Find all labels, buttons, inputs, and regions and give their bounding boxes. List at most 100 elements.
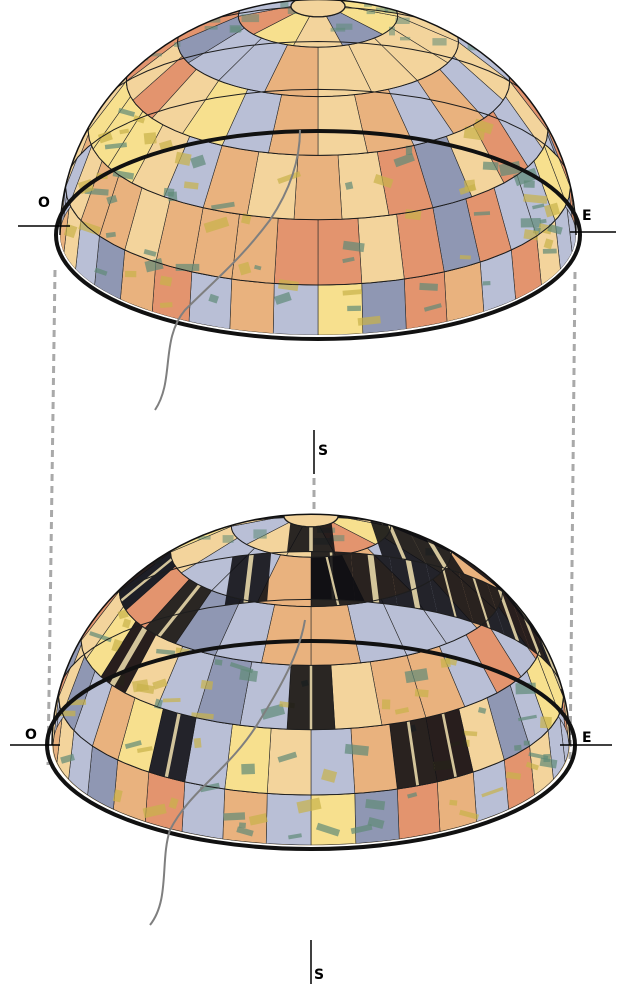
landscape-patch — [180, 522, 199, 529]
landscape-patch — [380, 502, 390, 508]
landscape-patch — [346, 499, 355, 508]
landscape-patch — [528, 752, 549, 760]
shadow-highlight — [355, 501, 389, 507]
landscape-patch — [381, 699, 391, 710]
shadow-highlight — [472, 577, 491, 629]
landscape-patch — [233, 504, 244, 508]
landscape-patch — [112, 789, 123, 803]
landscape-patch — [253, 529, 267, 539]
sky-tile — [354, 788, 400, 844]
landscape-patch — [481, 786, 504, 798]
landscape-patch — [506, 771, 522, 780]
lower-west-label: O — [25, 727, 37, 743]
landscape-patch — [523, 193, 548, 204]
landscape-patch — [104, 142, 127, 150]
landscape-patch — [187, 522, 195, 528]
landscape-patch — [176, 19, 186, 29]
landscape-patch — [142, 803, 167, 819]
grid-ring — [169, 514, 452, 608]
landscape-patch — [180, 525, 195, 533]
landscape-patch — [193, 737, 202, 749]
landscape-patch — [525, 761, 539, 771]
landscape-patch — [542, 248, 557, 254]
landscape-patch — [543, 238, 554, 250]
landscape-patch — [105, 231, 116, 238]
lower-dome-surface — [52, 491, 570, 846]
landscape-patch — [118, 107, 136, 117]
landscape-patch — [185, 16, 191, 22]
shadow-highlight — [406, 721, 420, 787]
landscape-patch — [367, 816, 385, 829]
landscape-patch — [241, 14, 260, 23]
sky-tile — [311, 495, 365, 501]
sky-tile — [361, 278, 407, 334]
landscape-patch — [203, 216, 230, 233]
landscape-patch — [94, 267, 108, 276]
landscape-patch — [214, 659, 223, 666]
landscape-patch — [160, 536, 178, 544]
landscape-patch — [254, 264, 262, 271]
landscape-patch — [211, 201, 235, 211]
landscape-patch — [395, 17, 410, 24]
projection-guides — [46, 269, 577, 766]
landscape-patch — [393, 152, 415, 168]
landscape-patch — [126, 562, 136, 570]
upper-dome-grid — [65, 0, 571, 286]
upper-dome-surface — [60, 0, 576, 335]
landscape-patch — [287, 491, 303, 500]
grid-ring — [80, 550, 542, 731]
landscape-patch — [373, 173, 394, 189]
shadow-highlight — [441, 713, 458, 778]
landscape-patch — [143, 132, 157, 145]
landscape-patch — [544, 202, 561, 218]
landscape-patch — [159, 275, 173, 287]
lower-south-label: S — [314, 967, 324, 983]
shadow-tile — [342, 498, 411, 514]
landscape-patch — [174, 151, 192, 166]
landscape-patch — [190, 154, 206, 169]
landscape-patch — [223, 812, 246, 821]
landscape-patch — [60, 753, 75, 764]
landscape-patch — [89, 631, 112, 643]
shadow-highlight — [376, 514, 429, 525]
lower-dome-outline — [51, 513, 571, 746]
shadow-highlight — [325, 556, 340, 606]
landscape-patch — [354, 502, 361, 511]
landscape-patch — [520, 218, 541, 228]
zenith-disc — [290, 0, 346, 18]
landscape-patch — [97, 130, 113, 144]
grid-ring — [58, 598, 564, 796]
upper-dome-river — [154, 129, 301, 411]
sky-tile — [403, 271, 448, 330]
landscape-patch — [459, 809, 479, 820]
landscape-patch — [200, 679, 214, 690]
sky-tile — [443, 261, 485, 322]
landscape-patch — [208, 293, 219, 304]
landscape-patch — [350, 824, 373, 835]
landscape-patch — [412, 3, 431, 8]
landscape-patch — [513, 167, 539, 187]
landscape-patch — [408, 515, 425, 526]
landscape-patch — [514, 744, 522, 751]
landscape-patch — [277, 751, 298, 763]
landscape-patch — [315, 822, 341, 837]
sky-tile — [319, 497, 375, 510]
landscape-patch — [277, 171, 301, 184]
landscape-patch — [423, 303, 442, 312]
landscape-patch — [136, 683, 155, 694]
shadow-highlight — [367, 554, 380, 604]
shadow-highlight — [405, 559, 421, 609]
landscape-patch — [189, 10, 203, 20]
landscape-patch — [389, 506, 399, 509]
landscape-patch — [431, 523, 438, 529]
landscape-patch — [342, 240, 365, 253]
landscape-patch — [458, 183, 477, 195]
sky-tile — [231, 213, 279, 284]
landscape-patch — [366, 10, 375, 15]
landscape-patch — [152, 678, 168, 690]
landscape-patch — [238, 822, 247, 829]
landscape-patch — [375, 7, 389, 12]
landscape-patch — [288, 833, 302, 840]
landscape-patch — [124, 740, 142, 750]
landscape-patch — [178, 18, 196, 24]
